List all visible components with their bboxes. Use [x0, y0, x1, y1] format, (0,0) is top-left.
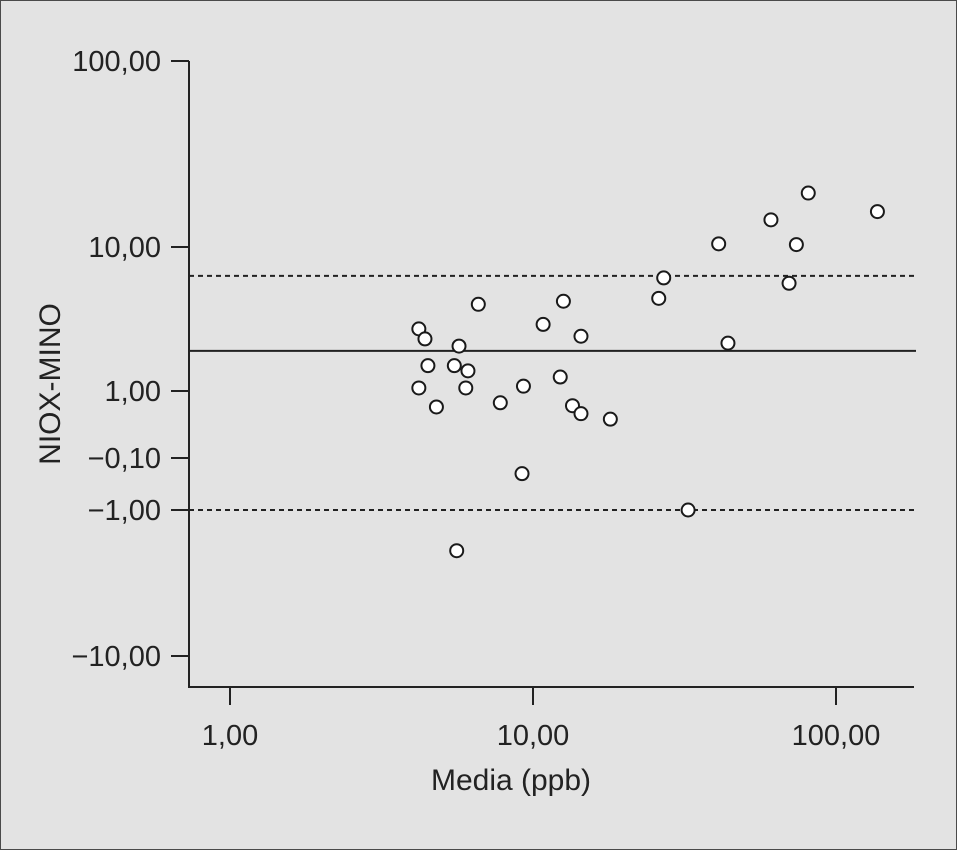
y-tick-label: −10,00	[71, 641, 161, 673]
data-point	[417, 331, 433, 347]
data-point	[800, 185, 816, 201]
y-tick-label: −0,10	[88, 443, 161, 475]
data-point	[711, 236, 727, 252]
data-point	[535, 316, 551, 332]
y-tick-label: 1,00	[105, 376, 161, 408]
y-tick-label: 10,00	[88, 232, 161, 264]
axes	[188, 61, 914, 688]
data-point	[451, 338, 467, 354]
data-point	[763, 212, 779, 228]
reference-lines	[189, 274, 916, 511]
y-axis-label: NIOX-MINO	[34, 303, 67, 465]
data-point	[781, 275, 797, 291]
data-point	[552, 369, 568, 385]
data-point	[428, 399, 444, 415]
data-point	[602, 411, 618, 427]
y-tick-label: −1,00	[88, 495, 161, 527]
data-point	[420, 358, 436, 374]
data-point	[514, 466, 530, 482]
data-point	[651, 290, 667, 306]
data-point	[460, 363, 476, 379]
data-point	[449, 543, 465, 559]
x-axis-ticks: 1,00 10,00 100,00	[202, 687, 881, 752]
data-point	[869, 204, 885, 220]
data-point	[411, 380, 427, 396]
data-point	[720, 335, 736, 351]
x-tick-label: 100,00	[792, 720, 881, 752]
x-axis-label: Media (ppb)	[431, 764, 591, 797]
y-tick-label: 100,00	[72, 46, 161, 78]
data-points	[411, 185, 885, 559]
data-point	[573, 328, 589, 344]
x-tick-label: 1,00	[202, 720, 258, 752]
data-point	[788, 237, 804, 253]
data-point	[446, 358, 462, 374]
y-axis-ticks: 100,00 10,00 1,00 −0,10 −1,00 −10,00	[71, 46, 189, 673]
data-point	[492, 395, 508, 411]
data-point	[470, 296, 486, 312]
data-point	[680, 502, 696, 518]
data-point	[458, 380, 474, 396]
data-point	[656, 270, 672, 286]
x-tick-label: 10,00	[497, 720, 570, 752]
data-point	[555, 293, 571, 309]
data-point	[515, 378, 531, 394]
data-point	[573, 406, 589, 422]
